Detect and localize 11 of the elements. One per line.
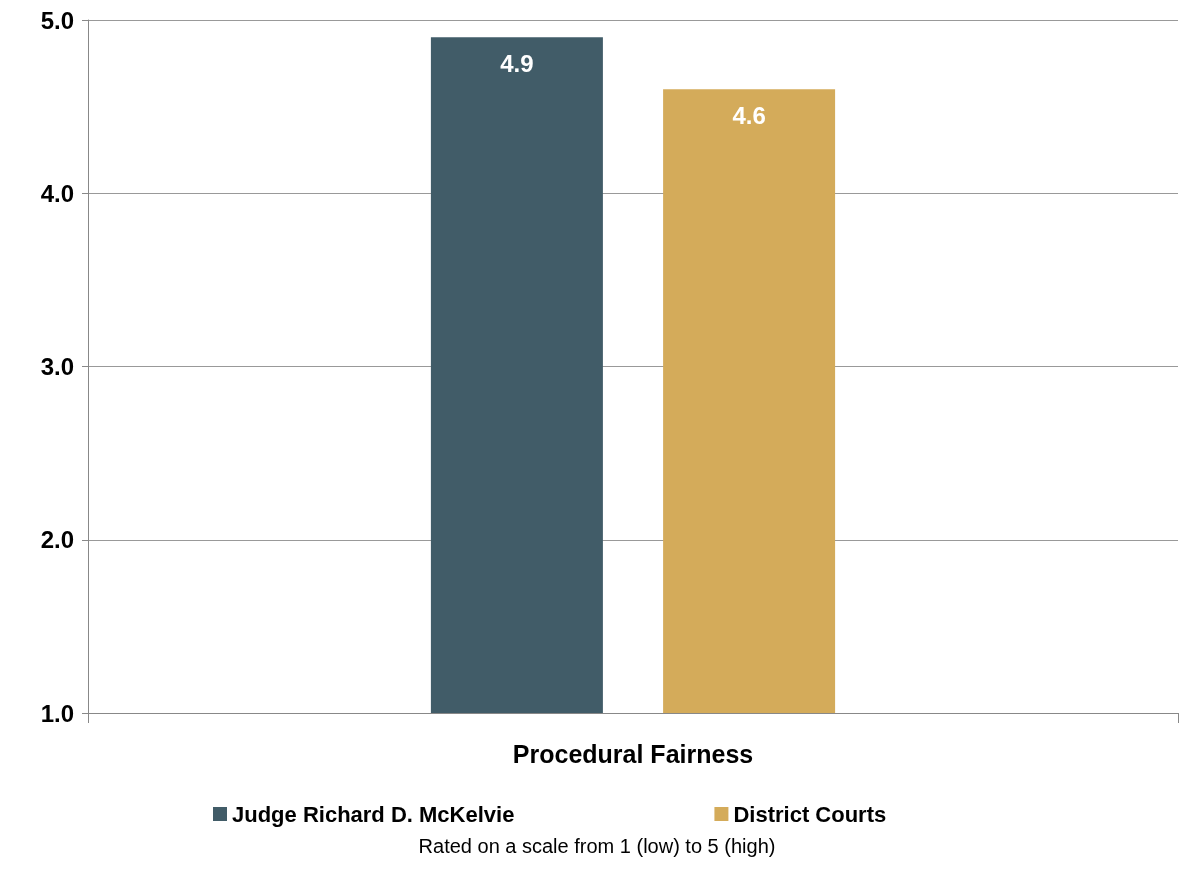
y-tick-label: 2.0	[40, 526, 74, 554]
y-tick-label: 4.0	[40, 179, 74, 207]
legend-label: Judge Richard D. McKelvie	[232, 801, 515, 827]
y-tick-label: 3.0	[40, 353, 74, 380]
data-label: 4.9	[500, 49, 534, 77]
x-tick-label: Procedural Fairness	[512, 739, 754, 768]
y-tick-label: 5.0	[40, 6, 74, 34]
text: Rated on a scale from 1 (low) to 5 (high)	[418, 835, 776, 857]
data-label: 4.6	[732, 101, 766, 129]
y-tick-label: 1.0	[40, 699, 74, 727]
legend-label: District Courts	[733, 801, 887, 827]
